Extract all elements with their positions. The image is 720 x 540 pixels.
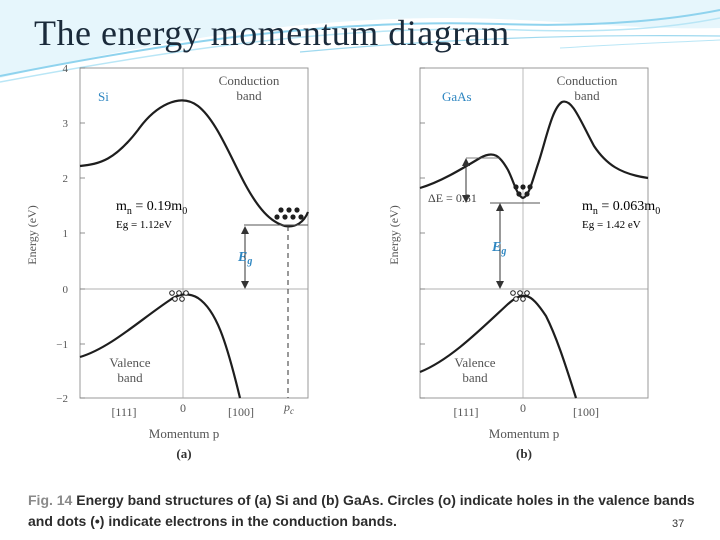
panel-b-xtick-111: [111]: [453, 405, 478, 419]
panel-a-gap-text: Eg = 1.12eV: [116, 219, 172, 231]
panel-a-ytick-4: 4: [63, 63, 69, 75]
panel-b-effective-mass: mn = 0.063m0: [582, 199, 660, 217]
caption-text: Energy band structures of (a) Si and (b)…: [28, 492, 695, 529]
panel-b-gaas: Energy (eV) GaAs Conduction band ΔE = 0.…: [387, 67, 660, 461]
panel-b-valence-band-curve: [419, 294, 578, 399]
panel-a-ytick-minus2: −2: [56, 393, 68, 405]
caption-figure-number: Fig. 14: [28, 492, 73, 508]
panel-b-conduction-label-line2: band: [574, 88, 600, 103]
panel-a-valence-label-line1: Valence: [109, 355, 150, 370]
panel-a-xtick-100: [100]: [228, 405, 254, 419]
panel-b-delta-e-label: ΔE = 0.31: [428, 191, 477, 205]
band-structure-figure: 4 3 2 1 0 −1 −2 Energy (eV) Si Conductio…: [25, 63, 660, 461]
panel-b-frame: [419, 67, 649, 399]
panel-a-ytick-minus1: −1: [56, 339, 68, 351]
panel-b-xtick-100: [100]: [573, 405, 599, 419]
page-number: 37: [672, 518, 685, 530]
panel-b-electrons: [513, 184, 533, 197]
panel-b-holes: [510, 290, 530, 302]
panel-b-x-axis-title: Momentum p: [489, 426, 559, 441]
panel-a-ytick-3: 3: [63, 118, 69, 130]
panel-a-electrons: [274, 207, 304, 220]
panel-b-material-label: GaAs: [442, 89, 472, 104]
panel-a-conduction-band-curve: [79, 99, 310, 228]
panel-b-y-axis-title: Energy (eV): [387, 205, 401, 264]
panel-a-valence-band-curve: [79, 293, 242, 399]
panel-a-pc-label: pc: [283, 400, 294, 416]
slide-title: The energy momentum diagram: [34, 13, 510, 53]
panel-a-conduction-label-line2: band: [236, 88, 262, 103]
panel-a-y-axis-title: Energy (eV): [25, 205, 39, 264]
panel-a-xtick-zero: 0: [180, 401, 186, 415]
panel-a-xtick-111: [111]: [111, 405, 136, 419]
panel-b-conduction-label-line1: Conduction: [557, 73, 618, 88]
panel-b-conduction-band-curve: [419, 100, 649, 200]
panel-b-gap-text: Eg = 1.42 eV: [582, 219, 641, 231]
panel-a-ytick-2: 2: [63, 173, 69, 185]
panel-b-valence-label-line2: band: [462, 370, 488, 385]
panel-a-eg-label: Eg: [237, 250, 252, 267]
panel-a-si: 4 3 2 1 0 −1 −2 Energy (eV) Si Conductio…: [25, 63, 310, 461]
panel-a-holes: [169, 290, 189, 302]
header-swoosh-decoration: [0, 0, 720, 83]
panel-b-valence-label-line1: Valence: [454, 355, 495, 370]
panel-a-panel-label: (a): [176, 446, 191, 461]
panel-a-ytick-0: 0: [63, 284, 69, 296]
panel-a-material-label: Si: [98, 89, 109, 104]
panel-a-frame: [79, 67, 309, 399]
panel-b-eg-label: Eg: [491, 240, 506, 257]
panel-a-x-axis-title: Momentum p: [149, 426, 219, 441]
panel-a-ytick-1: 1: [63, 228, 69, 240]
panel-a-effective-mass: mn = 0.19m0: [116, 199, 187, 217]
panel-b-xtick-zero: 0: [520, 401, 526, 415]
panel-a-valence-label-line2: band: [117, 370, 143, 385]
figure-caption: Fig. 14 Energy band structures of (a) Si…: [28, 490, 708, 532]
panel-a-conduction-label-line1: Conduction: [219, 73, 280, 88]
panel-b-panel-label: (b): [516, 446, 532, 461]
